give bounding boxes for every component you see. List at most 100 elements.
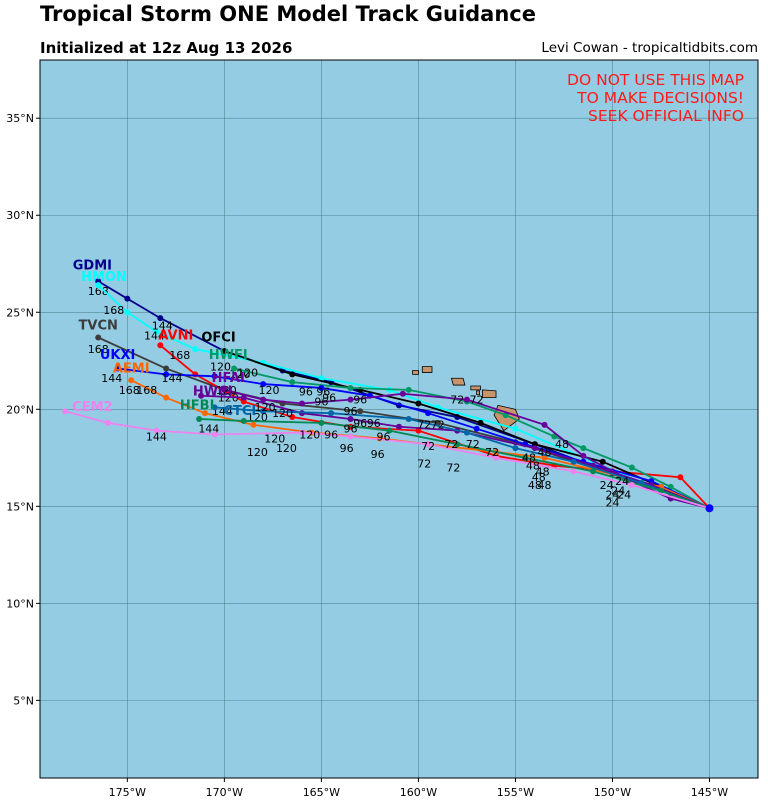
track-point: [328, 410, 335, 417]
track-point: [240, 394, 247, 401]
lead-time-label: 96: [316, 386, 330, 399]
lead-time-label: 24: [605, 496, 619, 509]
lead-time-label: 48: [528, 479, 542, 492]
lead-time-label: 96: [322, 392, 336, 405]
lead-time-label: 144: [161, 372, 182, 385]
track-point: [522, 454, 529, 461]
y-tick-label: 35°N: [6, 112, 34, 125]
track-point: [512, 445, 519, 452]
track-point: [580, 452, 587, 459]
track-point: [62, 408, 69, 415]
track-point: [196, 416, 203, 422]
island-shape: [421, 366, 433, 373]
x-tick-label: 165°W: [303, 786, 340, 799]
lead-time-label: 120: [276, 442, 297, 455]
track-point: [192, 346, 199, 353]
lead-time-label: 96: [314, 395, 328, 408]
lead-time-label: 96: [324, 428, 338, 441]
storm-origin-marker: [705, 504, 714, 513]
lead-time-label: 96: [376, 430, 390, 443]
lead-time-label: 96: [299, 386, 313, 399]
lead-time-label: 72: [421, 440, 435, 453]
lead-time-label: 168: [88, 285, 109, 298]
track-point: [512, 425, 519, 432]
track-point: [425, 441, 432, 448]
track-point: [580, 445, 587, 452]
track-point: [405, 386, 412, 393]
island-shape: [476, 390, 480, 396]
lead-time-label: 120: [216, 384, 237, 397]
model-label-ukxi: UKXI: [100, 348, 136, 363]
lead-time-label: 120: [264, 432, 285, 445]
lead-time-label: 168: [103, 304, 124, 317]
x-tick-label: 155°W: [497, 786, 534, 799]
lead-time-label: 120: [272, 407, 293, 420]
track-point: [153, 328, 160, 335]
track-point: [124, 295, 131, 302]
track-point: [95, 334, 102, 341]
lead-time-label: 144: [101, 372, 122, 385]
lead-time-label: 24: [611, 485, 625, 498]
track-point: [95, 282, 102, 289]
x-tick-label: 175°W: [109, 786, 146, 799]
track-point: [415, 400, 422, 407]
model-label-aemi: AEMI: [113, 361, 150, 376]
credit-text: Levi Cowan - tropicaltidbits.com: [541, 40, 758, 56]
model-label-tvcn: TVCN: [79, 319, 118, 334]
lead-time-label: 72: [470, 393, 484, 406]
track-point: [318, 384, 325, 391]
track-point: [211, 431, 218, 438]
track-point: [463, 429, 470, 436]
track-point: [347, 396, 354, 403]
track-point: [201, 410, 208, 417]
track-point: [434, 419, 441, 426]
track-point: [260, 396, 267, 403]
lead-time-label: 48: [532, 471, 546, 484]
x-tick-label: 150°W: [594, 786, 631, 799]
track-point: [157, 342, 164, 349]
track-point: [128, 377, 135, 384]
model-label-ofci: OFCI: [201, 330, 235, 345]
lead-time-label: 120: [299, 428, 320, 441]
lead-time-label: 168: [119, 384, 140, 397]
track-point: [260, 381, 267, 388]
track-point: [628, 481, 635, 488]
lead-time-label: 120: [218, 392, 239, 405]
lead-time-label: 96: [353, 393, 367, 406]
y-tick-label: 15°N: [6, 500, 34, 513]
track-point: [347, 384, 354, 391]
warning-line-3: SEEK OFFICIAL INFO: [588, 107, 744, 125]
model-label-cem2: CEM2: [72, 400, 112, 415]
track-point: [104, 419, 111, 426]
lead-time-label: 144: [146, 430, 167, 443]
track-point: [231, 365, 238, 372]
lead-time-label: 168: [136, 384, 157, 397]
track-point: [570, 468, 577, 475]
track-point: [289, 379, 296, 386]
track-point: [396, 423, 402, 430]
track-point: [551, 433, 558, 440]
track-point: [298, 429, 305, 436]
lead-time-label: 144: [152, 320, 173, 333]
x-tick-label: 145°W: [691, 786, 728, 799]
track-point: [298, 400, 305, 407]
lead-time-label: 72: [466, 438, 480, 451]
track-point: [599, 458, 606, 465]
track-point: [657, 487, 664, 494]
track-point: [198, 392, 205, 399]
track-point: [153, 427, 160, 434]
track-point: [677, 474, 684, 481]
track-point: [318, 375, 325, 382]
track-point: [454, 441, 461, 448]
x-tick-label: 170°W: [206, 786, 243, 799]
lead-time-label: 72: [444, 438, 458, 451]
y-tick-label: 25°N: [6, 306, 34, 319]
lead-time-label: 48: [538, 479, 552, 492]
island-shape: [482, 389, 497, 399]
track-point: [386, 427, 393, 434]
lead-time-label: 96: [340, 442, 354, 455]
lead-time-label: 96: [343, 423, 357, 436]
lead-time-label: 48: [538, 446, 552, 459]
